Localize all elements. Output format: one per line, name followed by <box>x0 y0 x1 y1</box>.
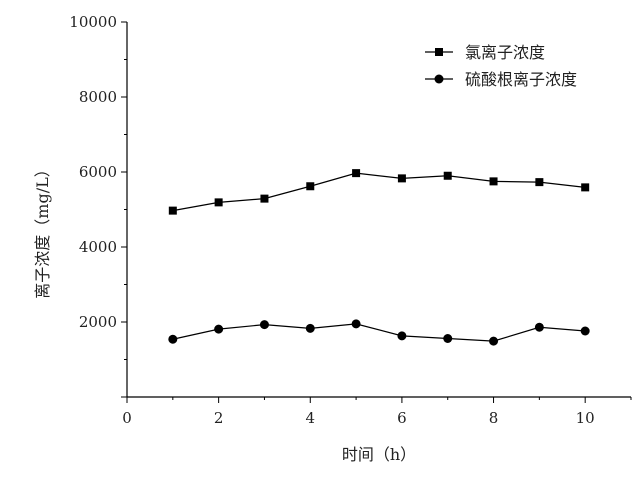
x-tick-label: 8 <box>489 409 499 427</box>
y-tick-label: 4000 <box>79 238 117 256</box>
y-tick-label: 6000 <box>79 163 117 181</box>
series-1-point <box>581 183 590 192</box>
x-tick-label: 0 <box>122 409 132 427</box>
axis-ticks: 0 2 4 6 8 10 2000 4000 6000 8000 10000 <box>69 13 632 427</box>
series-2-point <box>259 320 269 330</box>
series-2-point <box>443 334 453 343</box>
legend-label-1: 氯离子浓度 <box>465 43 545 62</box>
series-2-point <box>534 322 544 332</box>
x-axis-title: 时间（h） <box>342 445 416 464</box>
series-1-point <box>352 169 361 178</box>
series-line-2 <box>172 323 586 342</box>
series-2-point <box>214 324 224 334</box>
series-2-point <box>305 323 315 333</box>
legend-marker-2 <box>434 74 444 84</box>
series-lines <box>172 172 586 342</box>
series-1-point <box>489 177 498 186</box>
series-2-point <box>351 319 361 329</box>
y-axis-title: 离子浓度（mg/L） <box>33 161 52 298</box>
legend-marker-1 <box>435 48 443 56</box>
series-line-1 <box>172 172 586 212</box>
y-tick-label: 2000 <box>79 313 117 331</box>
series-2-point <box>168 334 178 344</box>
legend-label-2: 硫酸根离子浓度 <box>465 70 577 89</box>
series-2-point <box>489 336 499 346</box>
x-tick-label: 2 <box>214 409 224 427</box>
series-2-point <box>580 326 590 336</box>
x-tick-label: 10 <box>576 409 595 427</box>
series-1-point <box>397 174 406 183</box>
series-1-point <box>535 178 544 187</box>
series-1-point <box>260 194 269 203</box>
x-tick-label: 6 <box>397 409 407 427</box>
series-markers <box>168 169 590 346</box>
series-1-point <box>168 206 177 215</box>
series-1-point <box>306 182 315 191</box>
y-tick-label: 10000 <box>69 13 117 31</box>
series-2-point <box>397 331 407 341</box>
series-1-point <box>443 171 452 180</box>
y-tick-label: 8000 <box>79 88 117 106</box>
x-tick-label: 4 <box>305 409 315 427</box>
series-1-point <box>214 198 223 207</box>
